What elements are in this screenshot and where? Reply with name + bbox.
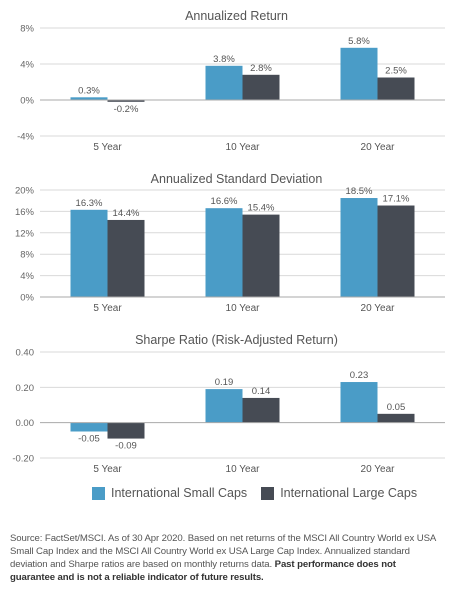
- data-label-small-caps: 16.3%: [76, 198, 103, 209]
- data-label-small-caps: 3.8%: [213, 54, 235, 65]
- x-tick-label: 10 Year: [226, 464, 261, 475]
- bar-large-caps: [107, 100, 145, 102]
- data-label-small-caps: 0.3%: [78, 85, 100, 96]
- data-label-small-caps: 18.5%: [346, 186, 373, 197]
- data-label-large-caps: 2.5%: [385, 66, 407, 77]
- y-tick-label: 4%: [20, 60, 34, 71]
- x-tick-label: 5 Year: [93, 464, 122, 475]
- y-tick-label: 0.00: [16, 418, 35, 429]
- bar-large-caps: [242, 214, 280, 297]
- x-tick-label: 5 Year: [93, 142, 122, 153]
- legend: International Small Caps International L…: [92, 486, 431, 500]
- data-label-small-caps: 0.19: [215, 377, 234, 388]
- bar-small-caps: [340, 47, 378, 100]
- bar-large-caps: [107, 422, 145, 439]
- bar-large-caps: [377, 77, 415, 100]
- x-tick-label: 20 Year: [361, 464, 396, 475]
- bar-small-caps: [205, 208, 243, 297]
- data-label-small-caps: 16.6%: [211, 196, 238, 207]
- y-tick-label: -0.20: [12, 454, 34, 465]
- data-label-small-caps: -0.05: [78, 434, 100, 445]
- chart-title: Annualized Standard Deviation: [151, 172, 323, 186]
- chart-title: Sharpe Ratio (Risk-Adjusted Return): [135, 333, 338, 347]
- bar-small-caps: [340, 382, 378, 423]
- x-tick-label: 5 Year: [93, 303, 122, 314]
- bar-large-caps: [242, 74, 280, 100]
- y-tick-label: 12%: [15, 228, 35, 239]
- data-label-large-caps: 2.8%: [250, 63, 272, 74]
- data-label-small-caps: 0.23: [350, 370, 369, 381]
- y-tick-label: 0%: [20, 293, 34, 304]
- data-label-large-caps: -0.09: [115, 441, 137, 452]
- legend-swatch-large-caps: [261, 486, 275, 500]
- figure-svg: Annualized Return -4% 0% 4% 8% 0.3% -0.2% 5 Yea…: [12, 9, 445, 475]
- data-label-large-caps: 17.1%: [383, 194, 410, 205]
- bar-small-caps: [70, 209, 108, 297]
- y-tick-label: 8%: [20, 24, 34, 35]
- data-label-large-caps: 0.14: [252, 386, 271, 397]
- y-tick-label: 4%: [20, 271, 34, 282]
- y-tick-label: 16%: [15, 207, 35, 218]
- legend-item-small-caps: International Small Caps: [92, 486, 247, 500]
- legend-item-large-caps: International Large Caps: [261, 486, 417, 500]
- y-tick-label: 20%: [15, 186, 35, 197]
- bar-large-caps: [242, 397, 280, 423]
- x-tick-label: 10 Year: [226, 303, 261, 314]
- y-tick-label: 0%: [20, 96, 34, 107]
- bar-large-caps: [377, 205, 415, 297]
- footnote: Source: FactSet/MSCI. As of 30 Apr 2020.…: [10, 532, 442, 584]
- data-label-large-caps: 14.4%: [113, 208, 140, 219]
- legend-label-small-caps: International Small Caps: [111, 486, 248, 500]
- data-label-small-caps: 5.8%: [348, 36, 370, 47]
- bar-small-caps: [205, 389, 243, 423]
- footnote-disclaimer: Past performance does not guarantee and …: [10, 559, 396, 583]
- x-tick-label: 10 Year: [226, 142, 261, 153]
- data-label-large-caps: 15.4%: [248, 203, 275, 214]
- y-tick-label: 0.20: [16, 383, 35, 394]
- bar-small-caps: [70, 422, 108, 432]
- y-tick-label: 8%: [20, 250, 34, 261]
- footnote-text: Source: FactSet/MSCI. As of 30 Apr 2020.…: [10, 533, 436, 570]
- bar-small-caps: [340, 198, 378, 297]
- bar-large-caps: [107, 219, 145, 297]
- y-tick-label: 0.40: [16, 348, 35, 359]
- legend-label-large-caps: International Large Caps: [280, 486, 418, 500]
- x-tick-label: 20 Year: [361, 303, 396, 314]
- chart-title: Annualized Return: [185, 9, 288, 23]
- legend-swatch-small-caps: [92, 486, 105, 500]
- bar-small-caps: [205, 65, 243, 100]
- bar-small-caps: [70, 97, 108, 100]
- bar-large-caps: [377, 413, 415, 423]
- data-label-large-caps: 0.05: [387, 402, 406, 413]
- y-tick-label: -4%: [17, 132, 34, 143]
- x-tick-label: 20 Year: [361, 142, 396, 153]
- data-label-large-caps: -0.2%: [114, 104, 139, 115]
